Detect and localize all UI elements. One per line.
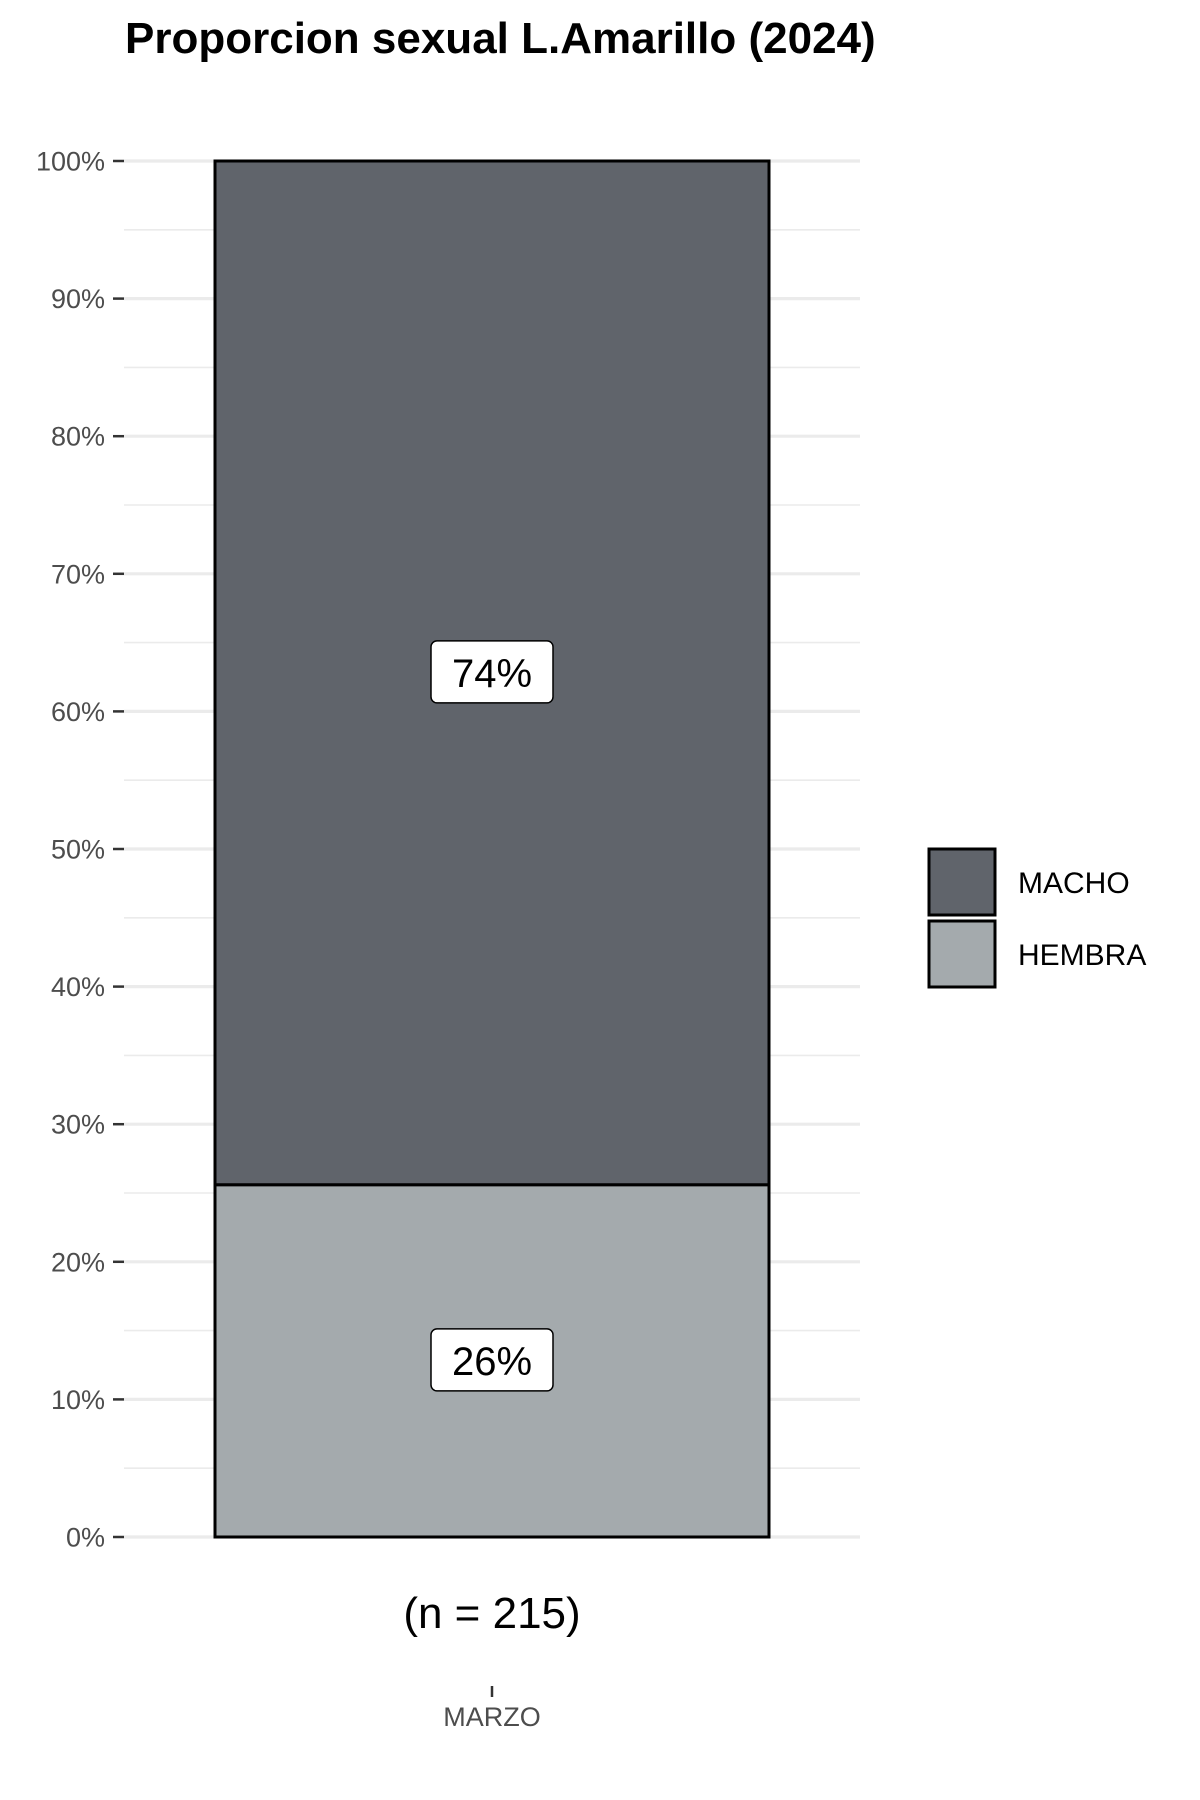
y-tick-label: 100%	[36, 147, 105, 177]
y-tick-label: 50%	[51, 835, 105, 865]
data-label-box	[430, 1328, 554, 1392]
legend-label-macho: MACHO	[1018, 867, 1130, 900]
legend-key-macho	[927, 847, 997, 917]
data-label-macho: 74%	[452, 652, 532, 696]
y-tick-label: 60%	[51, 697, 105, 727]
legend-label-hembra: HEMBRA	[1018, 939, 1146, 972]
legend: MACHO HEMBRA	[927, 847, 1146, 989]
legend-key-hembra	[927, 919, 997, 989]
y-tick-label: 40%	[51, 972, 105, 1002]
sample-size-annotation: (n = 215)	[403, 1589, 580, 1638]
y-axis: 0% 10% 20% 30% 40% 50% 60% 70% 80% 90% 100%	[36, 147, 124, 1553]
data-labels: 26% 74% (n = 215)	[403, 640, 581, 1638]
y-tick-label: 70%	[51, 559, 105, 589]
x-tick-label: MARZO	[443, 1702, 541, 1732]
chart-title: Proporcion sexual L.Amarillo (2024)	[125, 14, 876, 63]
data-label-box	[430, 640, 554, 704]
y-tick-label: 30%	[51, 1110, 105, 1140]
data-label-hembra: 26%	[452, 1340, 532, 1384]
x-axis: MARZO	[443, 1686, 541, 1732]
y-tick-label: 10%	[51, 1385, 105, 1415]
y-tick-label: 0%	[66, 1523, 105, 1553]
y-tick-label: 20%	[51, 1247, 105, 1277]
y-tick-label: 90%	[51, 284, 105, 314]
y-tick-label: 80%	[51, 422, 105, 452]
